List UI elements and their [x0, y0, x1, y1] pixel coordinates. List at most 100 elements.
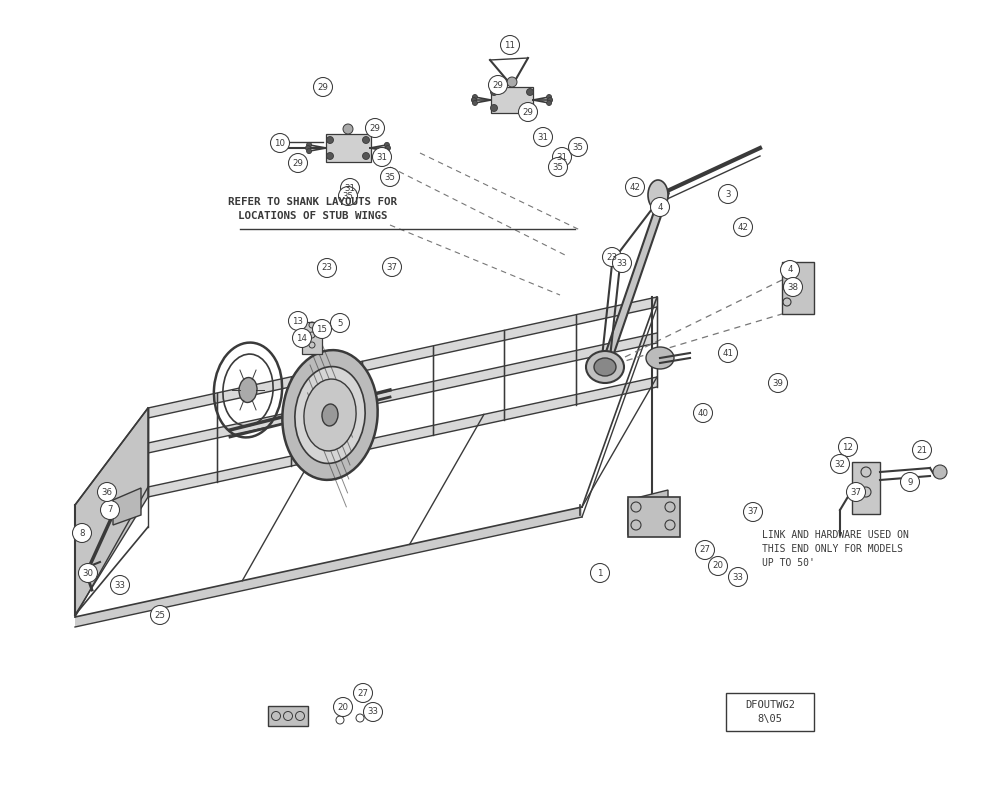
Circle shape — [314, 77, 332, 96]
Text: 31: 31 — [556, 153, 568, 162]
Circle shape — [384, 143, 389, 147]
Text: 13: 13 — [292, 317, 304, 325]
Text: 32: 32 — [834, 459, 846, 469]
Circle shape — [110, 575, 130, 594]
Text: REFER TO SHANK LAYOUTS FOR: REFER TO SHANK LAYOUTS FOR — [228, 197, 398, 207]
Circle shape — [338, 187, 358, 206]
Text: 23: 23 — [606, 252, 618, 262]
FancyBboxPatch shape — [852, 462, 880, 514]
Circle shape — [694, 403, 712, 422]
Text: 10: 10 — [274, 139, 286, 147]
Text: 37: 37 — [386, 262, 398, 272]
Circle shape — [718, 344, 738, 362]
Circle shape — [718, 184, 738, 203]
Text: 33: 33 — [732, 573, 744, 582]
FancyBboxPatch shape — [326, 134, 371, 162]
Ellipse shape — [295, 366, 365, 463]
Circle shape — [472, 95, 477, 99]
Text: 8: 8 — [79, 529, 85, 537]
FancyBboxPatch shape — [268, 706, 308, 726]
Text: 29: 29 — [293, 158, 303, 168]
Circle shape — [900, 473, 920, 492]
Circle shape — [343, 124, 353, 134]
Circle shape — [696, 541, 714, 559]
Text: 29: 29 — [493, 80, 503, 90]
Polygon shape — [601, 191, 669, 368]
Circle shape — [933, 465, 947, 479]
Circle shape — [270, 133, 290, 153]
Polygon shape — [113, 488, 141, 525]
Circle shape — [292, 329, 312, 348]
Circle shape — [547, 100, 552, 106]
Circle shape — [362, 153, 370, 159]
Circle shape — [526, 88, 534, 95]
Circle shape — [728, 567, 748, 586]
Polygon shape — [75, 408, 148, 615]
Text: 27: 27 — [358, 689, 368, 697]
Text: 1: 1 — [597, 568, 603, 578]
Ellipse shape — [322, 404, 338, 426]
Text: 20: 20 — [338, 702, 349, 712]
Circle shape — [602, 247, 622, 266]
Ellipse shape — [594, 358, 616, 376]
Circle shape — [78, 563, 98, 582]
Circle shape — [326, 153, 334, 159]
FancyBboxPatch shape — [628, 497, 680, 537]
Circle shape — [364, 702, 382, 722]
Text: 4: 4 — [787, 266, 793, 274]
Circle shape — [534, 128, 552, 147]
Circle shape — [490, 88, 498, 95]
Circle shape — [340, 179, 360, 198]
Circle shape — [768, 374, 788, 392]
Circle shape — [318, 258, 336, 277]
Circle shape — [382, 258, 402, 277]
Text: 33: 33 — [114, 581, 126, 589]
Circle shape — [372, 147, 392, 166]
Ellipse shape — [282, 350, 378, 480]
FancyBboxPatch shape — [782, 262, 814, 314]
Polygon shape — [148, 297, 657, 418]
Text: 29: 29 — [523, 107, 533, 117]
Text: DFOUTWG2
8\05: DFOUTWG2 8\05 — [745, 701, 795, 723]
Text: 14: 14 — [296, 333, 308, 343]
Circle shape — [326, 136, 334, 143]
Text: 30: 30 — [82, 568, 94, 578]
Circle shape — [548, 98, 553, 102]
Text: 27: 27 — [700, 545, 710, 555]
Circle shape — [838, 437, 858, 456]
Text: 25: 25 — [154, 611, 166, 619]
Circle shape — [306, 146, 310, 151]
Text: 33: 33 — [368, 708, 378, 716]
Circle shape — [100, 500, 120, 519]
Circle shape — [330, 314, 350, 333]
Circle shape — [288, 311, 308, 330]
Circle shape — [490, 105, 498, 111]
Text: 29: 29 — [318, 83, 328, 91]
Circle shape — [362, 136, 370, 143]
Circle shape — [507, 77, 517, 87]
Text: 41: 41 — [722, 348, 734, 358]
Circle shape — [307, 149, 312, 154]
Circle shape — [354, 683, 372, 702]
Circle shape — [366, 118, 384, 137]
Text: 31: 31 — [376, 153, 388, 162]
Circle shape — [312, 319, 332, 339]
FancyBboxPatch shape — [491, 87, 533, 113]
Text: 21: 21 — [916, 445, 928, 455]
Text: 33: 33 — [616, 258, 628, 267]
Circle shape — [488, 76, 508, 95]
Ellipse shape — [239, 377, 257, 403]
Text: 38: 38 — [788, 283, 798, 292]
Circle shape — [626, 177, 644, 196]
Circle shape — [472, 100, 477, 106]
Circle shape — [612, 254, 632, 273]
Polygon shape — [75, 507, 582, 627]
Text: 31: 31 — [538, 132, 548, 142]
Text: 35: 35 — [342, 191, 354, 200]
Circle shape — [734, 217, 753, 236]
Text: 4: 4 — [657, 203, 663, 211]
Text: 36: 36 — [102, 488, 112, 496]
Circle shape — [547, 95, 552, 99]
Circle shape — [518, 102, 538, 121]
Text: 35: 35 — [572, 143, 584, 151]
